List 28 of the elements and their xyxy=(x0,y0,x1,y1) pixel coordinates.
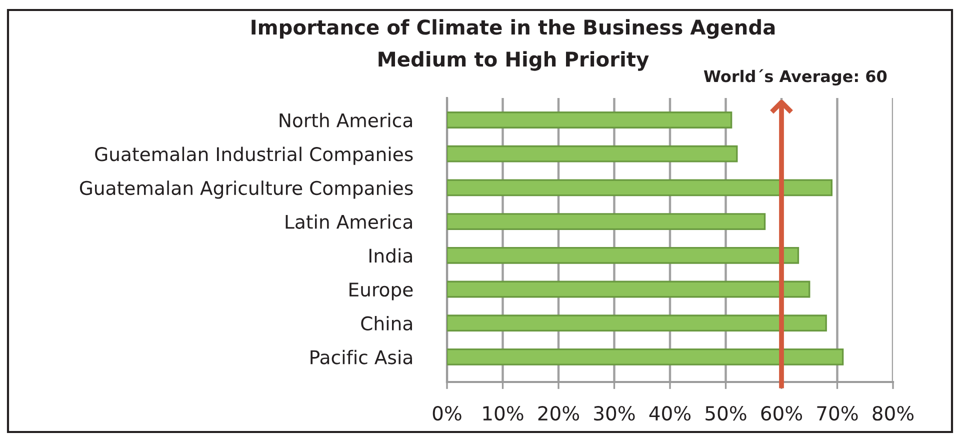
y-tick-label: India xyxy=(369,248,412,263)
x-tick-label: 60% xyxy=(761,406,802,421)
bar xyxy=(447,145,738,162)
ref-line-label: World´s Average: 60 xyxy=(704,69,887,86)
y-tick-label: China xyxy=(361,316,412,330)
x-tick-label: 10% xyxy=(483,406,524,421)
x-tick-label: 30% xyxy=(594,406,635,421)
y-tick-label: Guatemalan Industrial Companies xyxy=(95,146,413,165)
x-tick-label: 80% xyxy=(872,406,914,421)
bar xyxy=(447,213,766,230)
bar xyxy=(447,314,827,332)
y-tick-label: Pacific Asia xyxy=(310,350,412,364)
bar xyxy=(447,280,810,298)
bar xyxy=(447,179,833,196)
y-tick-label: North America xyxy=(280,112,412,128)
x-tick-label: 50% xyxy=(706,406,746,421)
x-tick-label: 40% xyxy=(649,406,691,421)
chart-subtitle: Medium to High Priority xyxy=(378,51,649,71)
y-tick-label: Guatemalan Agriculture Companies xyxy=(80,180,413,199)
y-tick-label: Latin America xyxy=(286,214,412,229)
y-tick-label: Europe xyxy=(350,282,413,300)
chart-title: Importance of Climate in the Business Agenda xyxy=(252,19,775,39)
bar xyxy=(447,246,800,264)
x-tick-label: 20% xyxy=(538,406,580,421)
x-tick-label: 0% xyxy=(432,406,462,421)
x-tick-label: 70% xyxy=(817,406,858,421)
bar xyxy=(447,348,844,366)
bar xyxy=(447,112,732,128)
